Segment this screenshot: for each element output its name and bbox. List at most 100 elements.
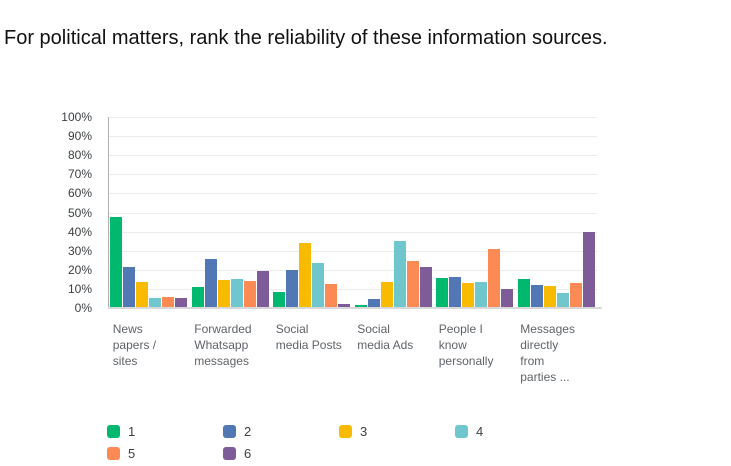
legend-item-1: 1 — [107, 420, 223, 442]
plot-area — [108, 117, 597, 309]
y-tick-label: 70% — [67, 167, 92, 182]
bar-rank6-cat3 — [338, 304, 351, 308]
gridline — [108, 155, 597, 157]
bar-rank3-cat1 — [136, 282, 149, 308]
bar-rank4-cat4 — [393, 241, 406, 308]
bar-group-4 — [353, 117, 435, 308]
bar-rank4-cat5 — [475, 282, 488, 308]
legend-label: 3 — [360, 423, 368, 439]
y-tick-label: 0% — [74, 301, 92, 315]
bar-rank6-cat4 — [419, 266, 432, 308]
legend-label: 4 — [476, 423, 484, 439]
gridline — [108, 231, 597, 233]
bar-rank3-cat5 — [462, 283, 475, 308]
bar-rank2-cat3 — [286, 269, 299, 308]
legend-item-3: 3 — [339, 420, 455, 442]
x-category-label: Forwarded Whatsapp messages — [194, 322, 252, 368]
y-tick-label: 10% — [67, 281, 92, 296]
bar-rank5-cat4 — [406, 261, 419, 308]
bar-rank3-cat2 — [217, 280, 230, 308]
legend-label: 6 — [244, 445, 252, 461]
bar-rank3-cat4 — [380, 282, 393, 308]
y-tick-label: 60% — [67, 186, 92, 201]
chart-legend: 1 2 3 4 5 6 — [107, 420, 571, 464]
gridline — [108, 117, 597, 118]
legend-item-6: 6 — [223, 442, 339, 464]
y-tick-label: 20% — [67, 262, 92, 277]
x-category-label: News papers / sites — [112, 322, 157, 368]
legend-swatch-icon — [223, 446, 236, 460]
bar-rank1-cat2 — [191, 287, 204, 308]
y-tick-label: 50% — [67, 205, 92, 220]
legend-swatch-icon — [339, 424, 352, 438]
gridline — [108, 174, 597, 176]
x-axis-baseline — [108, 307, 602, 309]
bar-group-2 — [190, 117, 272, 308]
x-category-2: Forwarded Whatsapp messages — [190, 321, 272, 385]
bar-rank4-cat3 — [312, 263, 325, 308]
legend-item-5: 5 — [107, 442, 223, 464]
bar-rank3-cat3 — [299, 243, 312, 308]
bar-rank1-cat6 — [517, 279, 530, 308]
legend-label: 1 — [128, 423, 136, 439]
gridline — [108, 269, 597, 271]
bar-rank5-cat1 — [162, 296, 175, 308]
y-tick-label: 30% — [67, 243, 92, 258]
gridline — [108, 193, 597, 195]
bar-rank6-cat5 — [501, 288, 514, 308]
question-title: For political matters, rank the reliabil… — [4, 27, 608, 49]
legend-swatch-icon — [223, 424, 236, 438]
gridline — [108, 136, 597, 138]
legend-item-2: 2 — [223, 420, 339, 442]
bar-rank4-cat1 — [149, 298, 162, 308]
bar-group-6 — [516, 117, 598, 308]
bar-rank6-cat6 — [582, 231, 595, 308]
gridline — [108, 288, 597, 290]
bar-rank1-cat5 — [436, 278, 449, 308]
bar-rank4-cat6 — [556, 292, 569, 308]
legend-swatch-icon — [455, 424, 468, 438]
y-tick-label: 100% — [61, 110, 92, 124]
y-tick-label: 80% — [67, 148, 92, 163]
y-axis-line — [108, 117, 109, 308]
x-category-6: Messages directly from parties ... — [516, 321, 598, 385]
bar-rank3-cat6 — [543, 286, 556, 308]
x-category-4: Social media Ads — [353, 321, 435, 385]
bar-group-5 — [434, 117, 516, 308]
bar-rank5-cat2 — [243, 281, 256, 308]
legend-item-4: 4 — [455, 420, 571, 442]
bar-rank6-cat2 — [256, 270, 269, 308]
bar-rank2-cat2 — [204, 259, 217, 308]
legend-swatch-icon — [107, 446, 120, 460]
legend-label: 5 — [128, 445, 136, 461]
bar-rank2-cat5 — [449, 276, 462, 308]
legend-label: 2 — [244, 423, 252, 439]
bar-rank2-cat1 — [123, 266, 136, 308]
gridline — [108, 250, 597, 252]
bar-groups — [108, 117, 597, 308]
x-category-label: Messages directly from parties ... — [520, 322, 575, 384]
bar-group-3 — [271, 117, 353, 308]
gridline — [108, 212, 597, 214]
x-category-1: News papers / sites — [108, 321, 190, 385]
x-category-label: Social media Posts — [275, 322, 342, 352]
x-category-label: Social media Ads — [357, 322, 414, 352]
bar-rank2-cat4 — [367, 299, 380, 308]
y-tick-label: 90% — [67, 129, 92, 144]
bar-rank1-cat1 — [110, 217, 123, 308]
bar-rank5-cat6 — [569, 283, 582, 308]
bar-rank4-cat2 — [230, 279, 243, 308]
bar-rank1-cat3 — [273, 291, 286, 308]
bar-rank5-cat3 — [325, 284, 338, 308]
y-tick-label: 40% — [67, 224, 92, 239]
bar-rank2-cat6 — [530, 285, 543, 308]
x-category-3: Social media Posts — [271, 321, 353, 385]
bar-rank1-cat4 — [354, 305, 367, 308]
bar-rank6-cat1 — [175, 298, 188, 308]
bar-rank5-cat5 — [488, 248, 501, 308]
x-axis-labels: News papers / sites Forwarded Whatsapp messag… — [108, 321, 597, 385]
y-axis: 100% 90% 80% 70% 60% 50% 40% 30% 20% 10% 0% — [30, 110, 92, 315]
legend-swatch-icon — [107, 424, 120, 438]
